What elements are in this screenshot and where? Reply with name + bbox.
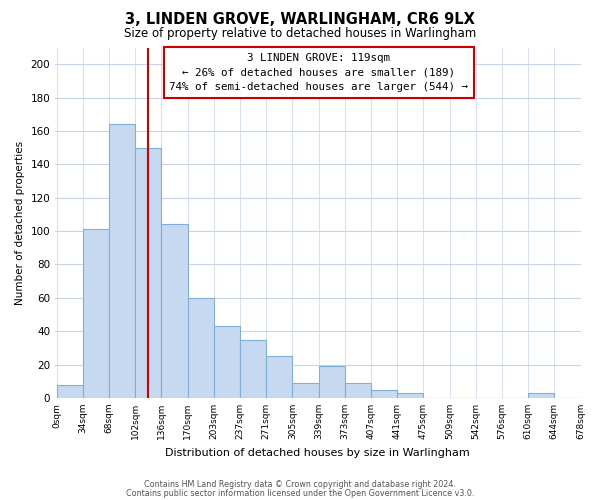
Bar: [214, 326, 240, 398]
Bar: [188, 298, 214, 398]
X-axis label: Distribution of detached houses by size in Warlingham: Distribution of detached houses by size …: [166, 448, 470, 458]
Text: Size of property relative to detached houses in Warlingham: Size of property relative to detached ho…: [124, 28, 476, 40]
Text: Contains HM Land Registry data © Crown copyright and database right 2024.: Contains HM Land Registry data © Crown c…: [144, 480, 456, 489]
Bar: [397, 393, 424, 398]
Bar: [109, 124, 135, 398]
Bar: [135, 148, 161, 398]
Bar: [371, 390, 397, 398]
Y-axis label: Number of detached properties: Number of detached properties: [15, 140, 25, 305]
Bar: [266, 356, 292, 398]
Text: Contains public sector information licensed under the Open Government Licence v3: Contains public sector information licen…: [126, 488, 474, 498]
Text: 3, LINDEN GROVE, WARLINGHAM, CR6 9LX: 3, LINDEN GROVE, WARLINGHAM, CR6 9LX: [125, 12, 475, 28]
Bar: [161, 224, 188, 398]
Bar: [57, 384, 83, 398]
Bar: [292, 383, 319, 398]
Bar: [319, 366, 345, 398]
Bar: [83, 230, 109, 398]
Bar: [528, 393, 554, 398]
Bar: [345, 383, 371, 398]
Text: 3 LINDEN GROVE: 119sqm
← 26% of detached houses are smaller (189)
74% of semi-de: 3 LINDEN GROVE: 119sqm ← 26% of detached…: [169, 52, 468, 92]
Bar: [240, 340, 266, 398]
